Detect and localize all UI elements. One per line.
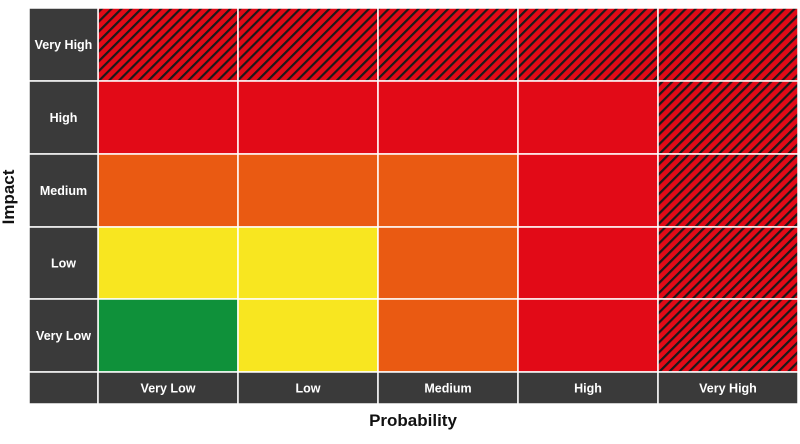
risk-cell-red <box>517 226 659 300</box>
risk-cell-orange <box>377 226 519 300</box>
risk-cell-orange <box>377 298 519 373</box>
probability-label-cell <box>657 371 799 405</box>
risk-cell-orange <box>97 153 239 228</box>
impact-label-cell <box>28 153 99 228</box>
impact-label: High <box>50 111 78 125</box>
risk-cell-orange <box>237 153 379 228</box>
impact-label: Very High <box>35 38 93 52</box>
impact-label: Very Low <box>36 329 91 343</box>
probability-label: Very High <box>699 382 757 396</box>
risk-cell-red <box>517 80 659 155</box>
matrix-cells <box>97 7 799 373</box>
risk-cell-yellow <box>237 226 379 300</box>
risk-cell-hatched <box>377 7 519 82</box>
probability-label-cell <box>517 371 659 405</box>
risk-cell-red <box>237 80 379 155</box>
risk-cell-hatched <box>517 7 659 82</box>
risk-cell-hatched <box>237 7 379 82</box>
impact-label: Low <box>51 257 76 271</box>
risk-cell-hatched <box>657 80 799 155</box>
risk-cell-hatched <box>657 298 799 373</box>
probability-label: Medium <box>424 382 471 396</box>
probability-label: High <box>574 382 602 396</box>
probability-axis-title: Probability <box>369 411 457 430</box>
risk-cell-yellow <box>237 298 379 373</box>
probability-label-cell <box>377 371 519 405</box>
probability-label: Low <box>296 382 321 396</box>
probability-column-labels: Very Low Low Medium High Very High <box>28 371 799 405</box>
risk-cell-hatched <box>97 7 239 82</box>
probability-label-cell <box>97 371 239 405</box>
risk-cell-green <box>97 298 239 373</box>
risk-cell-red <box>517 298 659 373</box>
risk-cell-red <box>377 80 519 155</box>
risk-cell-hatched <box>657 153 799 228</box>
risk-cell-red <box>517 153 659 228</box>
risk-cell-yellow <box>97 226 239 300</box>
probability-label: Very Low <box>141 382 196 396</box>
risk-cell-hatched <box>657 226 799 300</box>
risk-cell-orange <box>377 153 519 228</box>
impact-label: Medium <box>40 184 87 198</box>
impact-axis-title: Impact <box>0 169 18 224</box>
corner-cell <box>28 371 99 405</box>
risk-cell-red <box>97 80 239 155</box>
risk-cell-hatched <box>657 7 799 82</box>
impact-label-cell <box>28 7 99 82</box>
impact-label-cell <box>28 80 99 155</box>
impact-label-cell <box>28 226 99 300</box>
probability-label-cell <box>237 371 379 405</box>
impact-row-labels: Very High High Medium Low Very Low <box>28 7 99 373</box>
